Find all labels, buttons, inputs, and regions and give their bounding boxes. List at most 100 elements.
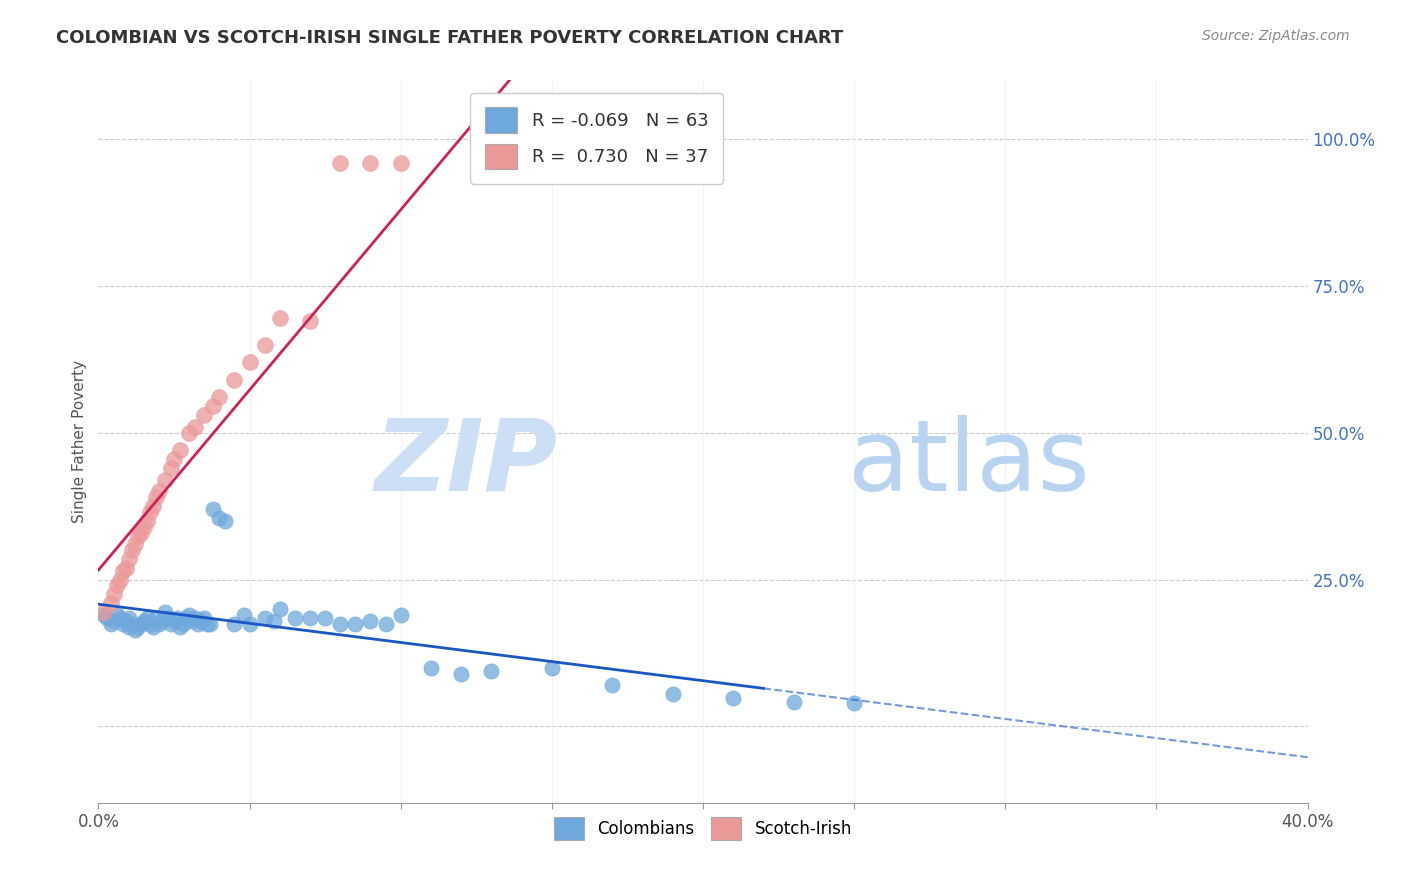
Point — [111, 616, 134, 631]
Point — [142, 619, 165, 633]
Point — [269, 602, 291, 616]
Point — [329, 616, 352, 631]
Point — [105, 578, 128, 592]
Point — [239, 355, 262, 369]
Point — [142, 499, 165, 513]
Point — [202, 399, 225, 413]
Point — [202, 502, 225, 516]
Text: COLOMBIAN VS SCOTCH-IRISH SINGLE FATHER POVERTY CORRELATION CHART: COLOMBIAN VS SCOTCH-IRISH SINGLE FATHER … — [56, 29, 844, 46]
Point — [121, 543, 143, 558]
Point — [200, 616, 222, 631]
Point — [661, 687, 683, 701]
Point — [132, 519, 155, 533]
Y-axis label: Single Father Poverty: Single Father Poverty — [72, 360, 87, 523]
Point — [114, 561, 136, 575]
Point — [127, 619, 149, 633]
Text: ZIP: ZIP — [375, 415, 558, 512]
Point — [153, 605, 176, 619]
Point — [481, 132, 503, 146]
Point — [389, 607, 412, 622]
Point — [450, 666, 472, 681]
Point — [132, 614, 155, 628]
Point — [239, 616, 262, 631]
Point — [540, 661, 562, 675]
Point — [129, 616, 152, 631]
Point — [389, 155, 412, 169]
Point — [329, 155, 352, 169]
Point — [187, 616, 209, 631]
Point — [156, 611, 179, 625]
Point — [111, 564, 134, 578]
Point — [602, 678, 624, 692]
Point — [124, 623, 146, 637]
Point — [284, 611, 307, 625]
Point — [344, 616, 367, 631]
Point — [360, 155, 382, 169]
Point — [163, 614, 186, 628]
Point — [105, 607, 128, 622]
Point — [135, 611, 157, 625]
Point — [163, 452, 186, 467]
Point — [193, 408, 215, 422]
Point — [232, 607, 254, 622]
Point — [214, 514, 236, 528]
Point — [181, 614, 204, 628]
Point — [145, 611, 167, 625]
Point — [160, 461, 183, 475]
Point — [269, 311, 291, 326]
Point — [723, 691, 745, 706]
Point — [150, 614, 173, 628]
Point — [114, 614, 136, 628]
Point — [208, 391, 231, 405]
Point — [148, 484, 170, 499]
Point — [190, 614, 212, 628]
Point — [195, 616, 218, 631]
Point — [179, 425, 201, 440]
Point — [169, 619, 191, 633]
Point — [299, 314, 322, 328]
Point — [118, 619, 141, 633]
Point — [135, 514, 157, 528]
Point — [93, 605, 115, 619]
Point — [108, 611, 131, 625]
Point — [145, 491, 167, 505]
Point — [253, 337, 276, 351]
Point — [103, 614, 125, 628]
Point — [160, 616, 183, 631]
Point — [103, 587, 125, 601]
Point — [481, 664, 503, 678]
Point — [118, 552, 141, 566]
Point — [124, 537, 146, 551]
Legend: Colombians, Scotch-Irish: Colombians, Scotch-Irish — [546, 808, 860, 848]
Text: atlas: atlas — [848, 415, 1090, 512]
Point — [184, 420, 207, 434]
Point — [360, 614, 382, 628]
Point — [299, 611, 322, 625]
Point — [179, 607, 201, 622]
Point — [844, 696, 866, 710]
Point — [208, 511, 231, 525]
Point — [100, 616, 122, 631]
Point — [127, 528, 149, 542]
Point — [93, 607, 115, 622]
Point — [172, 616, 194, 631]
Point — [148, 616, 170, 631]
Point — [100, 596, 122, 610]
Point — [374, 616, 396, 631]
Point — [224, 616, 246, 631]
Point — [139, 505, 162, 519]
Point — [118, 611, 141, 625]
Point — [169, 443, 191, 458]
Point — [253, 611, 276, 625]
Point — [166, 611, 188, 625]
Point — [571, 155, 593, 169]
Point — [193, 611, 215, 625]
Point — [153, 473, 176, 487]
Point — [783, 695, 806, 709]
Point — [121, 616, 143, 631]
Point — [108, 573, 131, 587]
Point — [96, 611, 118, 625]
Point — [263, 614, 285, 628]
Point — [314, 611, 336, 625]
Point — [139, 616, 162, 631]
